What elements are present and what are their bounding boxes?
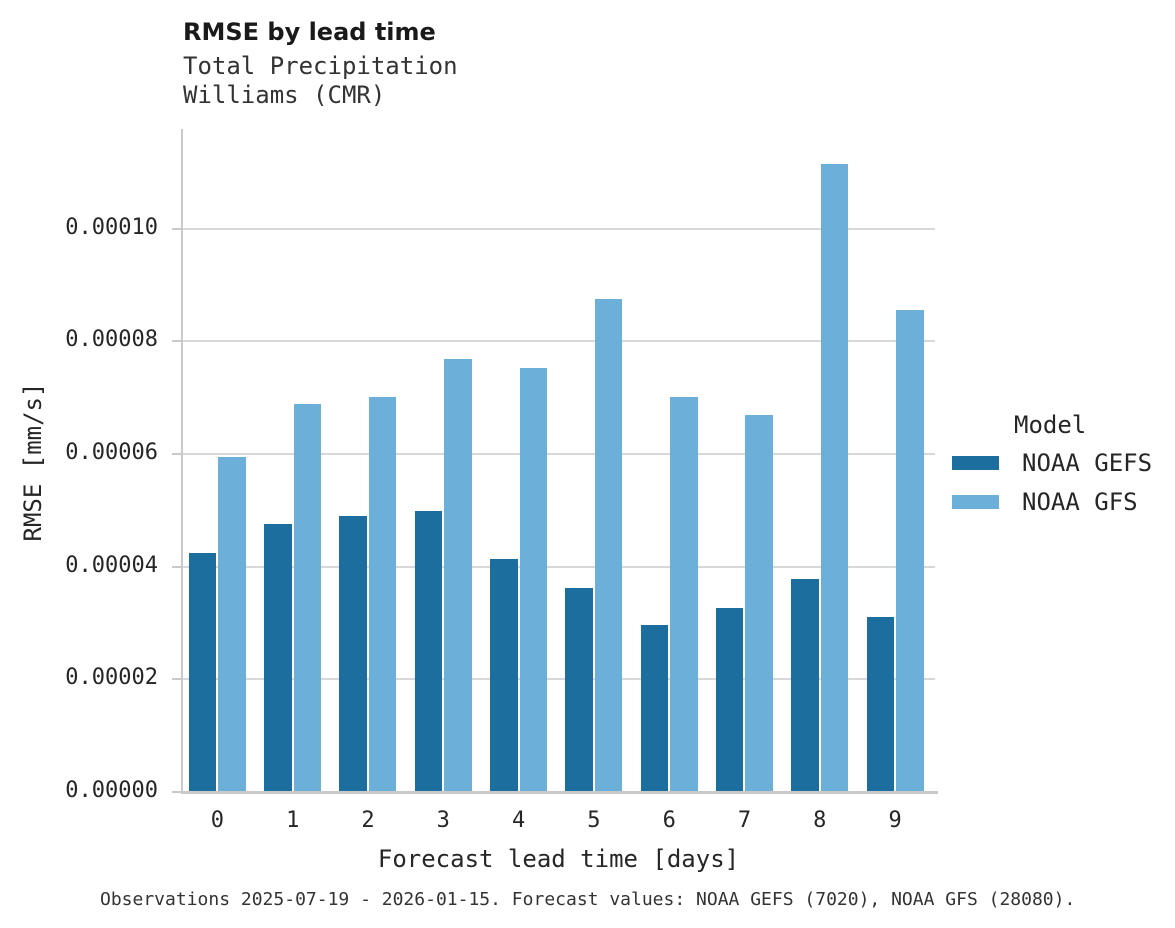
bar-noaa-gefs-lead-6 <box>640 625 669 792</box>
gridline-0.00008 <box>183 340 935 343</box>
bar-noaa-gfs-lead-9 <box>896 310 924 792</box>
bar-noaa-gefs-lead-7 <box>715 607 744 792</box>
legend-label-noaa-gefs: NOAA GEFS <box>1022 449 1153 477</box>
legend: Model NOAA GEFS NOAA GFS <box>952 411 1152 527</box>
bar-noaa-gefs-lead-0 <box>188 552 217 792</box>
bar-noaa-gefs-lead-8 <box>791 579 819 792</box>
bar-noaa-gfs-lead-0 <box>218 456 246 792</box>
y-tick-mark-0.00010 <box>172 227 181 230</box>
chart-subtitle-variable: Total Precipitation <box>183 52 458 80</box>
bar-noaa-gfs-lead-8 <box>820 163 849 792</box>
legend-label-noaa-gfs: NOAA GFS <box>1022 488 1138 516</box>
gridline-0.00006 <box>183 453 935 456</box>
legend-swatch-noaa-gefs <box>952 456 999 470</box>
gridline-0.00002 <box>183 678 935 681</box>
x-tick-label-1: 1 <box>286 808 300 833</box>
legend-entry-noaa-gfs: NOAA GFS <box>952 488 1152 516</box>
gridline-0.00004 <box>183 565 935 568</box>
y-tick-label-0.00004: 0.00004 <box>65 552 158 578</box>
bar-noaa-gefs-lead-2 <box>339 515 367 792</box>
bar-noaa-gefs-lead-5 <box>565 588 593 792</box>
bar-noaa-gfs-lead-7 <box>745 414 773 792</box>
gridline-0.00010 <box>183 227 935 230</box>
y-tick-label-0.00010: 0.00010 <box>65 214 158 240</box>
x-tick-label-2: 2 <box>361 808 375 833</box>
x-tick-label-4: 4 <box>511 808 526 833</box>
bar-noaa-gfs-lead-3 <box>444 359 472 792</box>
x-axis-title: Forecast lead time [days] <box>377 845 740 873</box>
y-tick-mark-0.00004 <box>172 565 181 568</box>
x-tick-label-9: 9 <box>888 808 902 833</box>
chart-title: RMSE by lead time <box>183 18 436 46</box>
caption-observations: Observations 2025-07-19 - 2026-01-15. Fo… <box>100 889 1076 910</box>
legend-entry-noaa-gefs: NOAA GEFS <box>952 449 1152 477</box>
bar-noaa-gefs-lead-4 <box>490 559 518 792</box>
x-tick-label-6: 6 <box>662 808 676 833</box>
y-tick-mark-0.00006 <box>172 453 181 456</box>
x-tick-label-5: 5 <box>587 808 601 833</box>
bar-noaa-gfs-lead-2 <box>368 397 397 792</box>
legend-title: Model <box>1014 411 1087 439</box>
bar-noaa-gfs-lead-1 <box>293 404 322 792</box>
legend-swatch-noaa-gfs <box>952 495 999 509</box>
y-tick-mark-0.00000 <box>172 791 181 793</box>
y-tick-mark-0.00008 <box>172 340 181 343</box>
x-tick-label-0: 0 <box>210 808 225 833</box>
x-tick-label-7: 7 <box>737 808 752 833</box>
bar-noaa-gfs-lead-5 <box>594 299 623 792</box>
chart-subtitle-location: Williams (CMR) <box>183 81 386 109</box>
bar-noaa-gfs-lead-6 <box>670 397 698 792</box>
bar-noaa-gefs-lead-3 <box>414 510 443 792</box>
y-tick-label-0.00002: 0.00002 <box>65 665 158 691</box>
y-tick-label-0.00008: 0.00008 <box>65 327 158 353</box>
x-tick-label-8: 8 <box>813 808 827 833</box>
x-tick-label-3: 3 <box>436 808 450 833</box>
bar-noaa-gefs-lead-9 <box>866 617 895 792</box>
bar-noaa-gefs-lead-1 <box>264 523 292 792</box>
y-tick-mark-0.00002 <box>172 678 181 681</box>
y-tick-label-0.00000: 0.00000 <box>65 778 158 803</box>
x-axis-spine <box>181 791 938 794</box>
y-tick-label-0.00006: 0.00006 <box>65 440 158 466</box>
bar-noaa-gfs-lead-4 <box>519 367 548 792</box>
y-axis-spine <box>181 129 183 793</box>
